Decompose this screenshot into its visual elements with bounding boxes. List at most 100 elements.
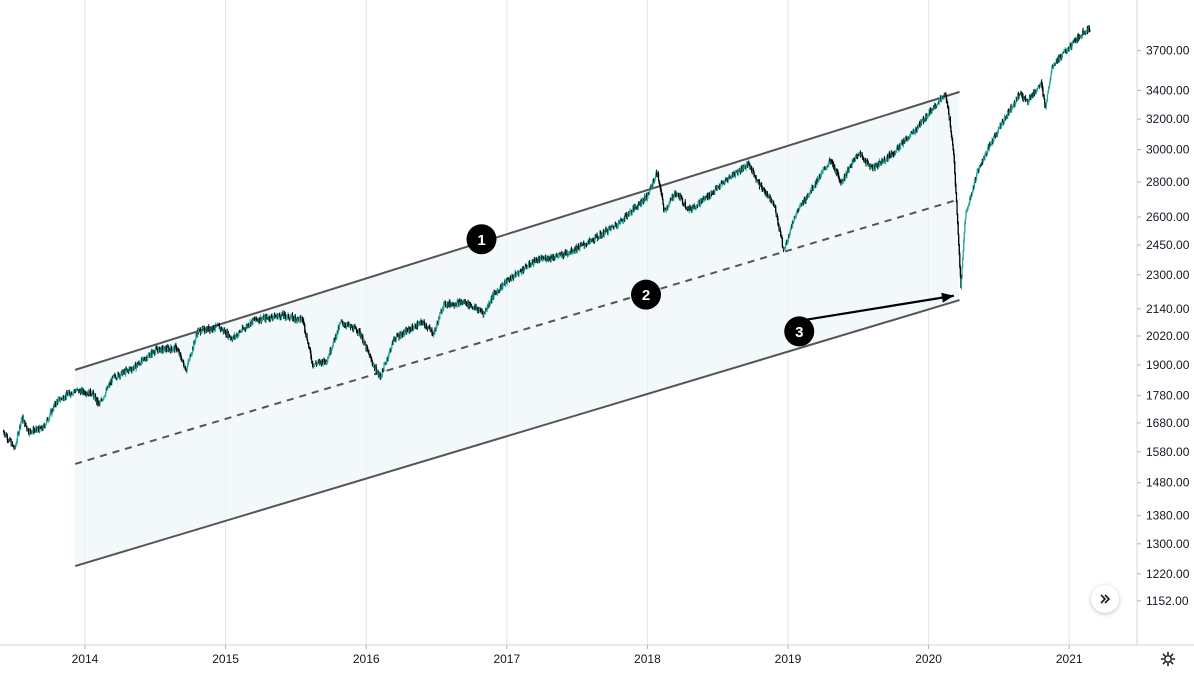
candle-body xyxy=(146,358,149,360)
candle-body xyxy=(1049,80,1051,83)
candle-body xyxy=(294,316,296,320)
candle-body xyxy=(456,301,458,306)
candle-body xyxy=(895,151,897,153)
candle-body xyxy=(746,163,748,167)
y-tick-label: 2300.00 xyxy=(1146,268,1190,282)
candle-body xyxy=(955,192,958,202)
candle-body xyxy=(466,301,468,306)
candle-body xyxy=(86,393,88,395)
candle-body xyxy=(506,278,508,284)
candle-body xyxy=(940,96,943,102)
candle-body xyxy=(1025,97,1027,100)
candle-body xyxy=(995,134,997,137)
candle-body xyxy=(327,359,329,362)
candle-body xyxy=(375,366,377,373)
candle-body xyxy=(313,364,315,367)
candle-body xyxy=(703,198,705,200)
candle-body xyxy=(977,170,979,172)
candle-body xyxy=(20,422,22,428)
candle-body xyxy=(252,318,254,324)
candle-body xyxy=(184,366,187,371)
candle-body xyxy=(834,166,836,172)
candle-body xyxy=(570,248,573,253)
candle-body xyxy=(859,152,862,156)
candle-body xyxy=(596,235,598,237)
candle-body xyxy=(647,192,649,198)
candle-body xyxy=(965,213,967,219)
candle-body xyxy=(684,201,686,208)
candle-body xyxy=(945,95,948,101)
candle-body xyxy=(381,368,383,376)
candle-body xyxy=(491,296,493,301)
candle-body xyxy=(819,175,821,178)
candle-body xyxy=(11,442,14,445)
candle-body xyxy=(1011,107,1013,111)
x-tick-label: 2015 xyxy=(212,652,239,666)
candle-body xyxy=(367,349,369,351)
candle-body xyxy=(255,316,257,320)
candle-body xyxy=(662,204,665,209)
candle-body xyxy=(106,386,108,391)
candle-body xyxy=(134,364,136,368)
candle-body xyxy=(1050,75,1052,81)
x-tick-label: 2021 xyxy=(1056,652,1083,666)
candle-body xyxy=(737,170,739,174)
candle-body xyxy=(225,330,227,335)
candle-body xyxy=(1051,67,1053,72)
candle-body xyxy=(578,245,580,249)
candle-body xyxy=(1036,88,1039,91)
candle-body xyxy=(527,263,530,267)
candle-body xyxy=(1046,94,1049,101)
candle-body xyxy=(775,206,777,212)
candle-body xyxy=(1009,109,1011,112)
candle-body xyxy=(368,352,370,354)
candle-body xyxy=(312,360,314,366)
candle-body xyxy=(1044,99,1046,106)
candle-body xyxy=(858,155,860,157)
candle-body xyxy=(1018,94,1021,98)
candle-body xyxy=(97,399,99,404)
scroll-to-realtime-button[interactable] xyxy=(1091,585,1119,613)
candle-body xyxy=(425,325,428,329)
candle-body xyxy=(279,314,281,316)
candle-body xyxy=(357,332,359,334)
candle-body xyxy=(68,391,70,393)
candle-body xyxy=(332,346,334,348)
y-tick-label: 2800.00 xyxy=(1146,175,1190,189)
chart-settings-button[interactable] xyxy=(1158,650,1178,668)
candle-body xyxy=(414,325,416,328)
candle-body xyxy=(518,272,520,276)
candle-body xyxy=(843,178,845,182)
candle-body xyxy=(510,277,512,281)
candle-body xyxy=(607,228,609,233)
candle-body xyxy=(137,364,139,366)
candle-body xyxy=(105,392,107,396)
candle-body xyxy=(306,334,308,341)
candle-body xyxy=(752,169,755,171)
y-tick-label: 1480.00 xyxy=(1146,476,1190,490)
candle-body xyxy=(189,356,191,360)
y-tick-label: 2020.00 xyxy=(1146,329,1190,343)
candle-body xyxy=(194,338,197,343)
candle-body xyxy=(881,159,883,164)
candle-body xyxy=(59,399,62,401)
candle-body xyxy=(8,439,10,441)
candle-body xyxy=(833,164,835,168)
candle-body xyxy=(952,145,954,150)
candle-body xyxy=(758,181,761,187)
candle-body xyxy=(353,326,355,332)
candle-body xyxy=(900,143,902,147)
annotation-marker xyxy=(630,279,661,310)
x-tick-label: 2020 xyxy=(915,652,942,666)
candle-body xyxy=(661,195,664,199)
candle-body xyxy=(998,127,1001,129)
candle-body xyxy=(954,162,956,174)
channel-median-line xyxy=(74,198,960,465)
candle-body xyxy=(946,100,948,102)
candle-body xyxy=(612,226,614,228)
candle-body xyxy=(897,146,899,150)
candle-body xyxy=(1003,117,1006,122)
candle-body xyxy=(45,420,48,424)
